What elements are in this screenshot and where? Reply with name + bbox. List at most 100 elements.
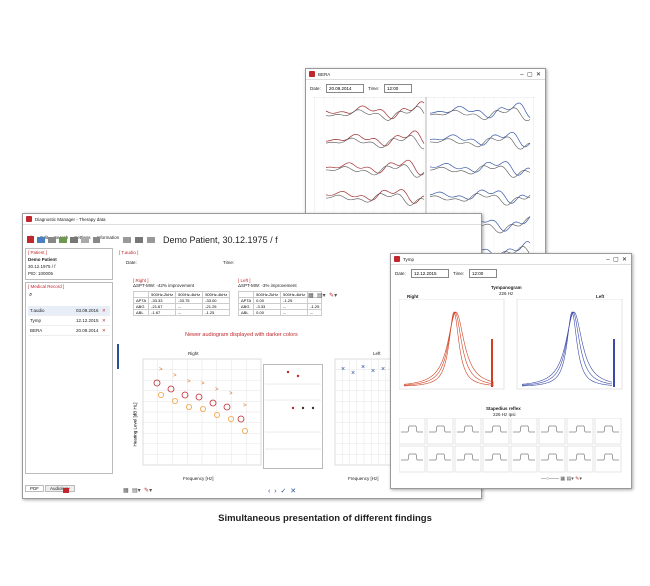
- reflex-cell: [454, 418, 482, 445]
- time-label: Time:: [453, 271, 465, 276]
- waveform: [429, 161, 531, 176]
- marker: >: [201, 381, 205, 387]
- date-field[interactable]: 12.12.2015: [411, 269, 449, 278]
- nav-buttons[interactable]: ‹ › ✓ ✕: [268, 488, 297, 495]
- waveform: [429, 189, 531, 204]
- reflex-trace: [457, 453, 479, 461]
- record-row[interactable]: Tymp 12.12.2015 ✕: [28, 316, 110, 326]
- volume-bar: [491, 339, 493, 387]
- record-type: T.audio: [30, 308, 45, 313]
- window-title: Tymp: [403, 257, 415, 262]
- reflex-trace: [541, 453, 563, 461]
- panel-heading: [ Medical Record ]: [28, 284, 65, 289]
- date-label: Date:: [395, 271, 406, 276]
- record-date: 20.09.2014: [76, 328, 99, 333]
- record-row[interactable]: T.audio 03.09.2016 ✕: [28, 306, 110, 316]
- marker: [209, 399, 217, 407]
- toolbar-icons[interactable]: [27, 235, 157, 245]
- waveform: [325, 101, 425, 120]
- record-date: 03.09.2016: [76, 308, 99, 313]
- tab[interactable]: Audiology: [45, 485, 75, 492]
- reflex-trace: [569, 453, 591, 461]
- reflex-cell: [566, 418, 594, 445]
- marker: [181, 391, 189, 399]
- side-label: Left: [596, 294, 605, 299]
- window-controls[interactable]: – ▢ ✕: [520, 72, 541, 78]
- tympanogram-plot: [399, 299, 623, 390]
- reflex-trace: [401, 425, 423, 433]
- exam-heading: [ T.audio ]: [119, 250, 139, 255]
- app-icon: [394, 256, 400, 262]
- x-axis-label: Frequency [Hz]: [183, 476, 214, 481]
- reflex-trace: [429, 453, 451, 461]
- reflex-cell: [538, 418, 566, 445]
- waveform: [325, 135, 425, 150]
- zoom-slider[interactable]: —○—— ▦ ▤▾ ✎▾: [541, 476, 582, 482]
- reflex-cell: [510, 445, 538, 473]
- menu-item[interactable]: Information: [96, 235, 120, 240]
- waveform: [325, 189, 425, 204]
- x-axis-label: Frequency [Hz]: [348, 476, 379, 481]
- marker: [186, 404, 193, 411]
- cell: 0.00: [253, 309, 282, 316]
- reflex-trace: [429, 425, 451, 433]
- marker: [195, 393, 203, 401]
- record-list: T.audio 03.09.2016 ✕ Tymp 12.12.2015 ✕ BERA 20.…: [28, 306, 110, 336]
- color-note: Newer audiogram displayed with darker co…: [185, 332, 298, 338]
- reflex-trace: [457, 425, 479, 433]
- reflex-trace: [513, 425, 535, 433]
- patient-panel: [ Patient ] Demo Patient 30.12.1975 / f …: [25, 248, 113, 280]
- marker: ×: [371, 368, 375, 375]
- side-heading: [ Left ]: [238, 278, 251, 283]
- reflex-trace: [597, 453, 619, 461]
- marker: >: [173, 373, 177, 379]
- plot-frame: [516, 299, 623, 390]
- result-table: 500Hz-2kHz 500Hz-4kHz ΔPTA 0.00 -1.25 ΔBG -3.3…: [237, 291, 323, 316]
- date-label: Date:: [310, 86, 321, 91]
- time-field[interactable]: 12:00: [384, 84, 412, 93]
- cell: --: [175, 309, 204, 316]
- cell: --: [307, 309, 323, 316]
- waveform: [429, 131, 531, 148]
- window-controls[interactable]: – ▢ ✕: [606, 257, 627, 263]
- marker: [167, 385, 175, 393]
- app-icon: [26, 216, 32, 222]
- marker: [157, 392, 164, 399]
- reflex-plot: [399, 418, 622, 473]
- reflex-cell: [482, 418, 510, 445]
- marker: [237, 415, 245, 423]
- reflex-mode: 226 Hz Ipsi: [493, 412, 516, 417]
- legend-box: [263, 364, 323, 469]
- patient-name: Demo Patient: [28, 257, 57, 262]
- cell: ΔBL: [237, 309, 255, 316]
- date-label: Date:: [126, 260, 137, 265]
- reflex-cell: [538, 445, 566, 473]
- search-icon[interactable]: ⌕: [29, 292, 33, 298]
- reflex-trace: [485, 453, 507, 461]
- marker: >: [159, 367, 163, 373]
- reflex-cell: [399, 418, 426, 445]
- result-table: 500Hz-2kHz 500Hz-4kHz 500Hz-4kHz ΔPTA -33.33…: [132, 291, 231, 316]
- waveform: [429, 165, 531, 178]
- time-field[interactable]: 12:00: [469, 269, 497, 278]
- splitter[interactable]: [117, 344, 119, 369]
- row: ΔBL 0.00 -- --: [237, 309, 323, 316]
- date-field[interactable]: 20.09.2014: [326, 84, 364, 93]
- reflex-trace: [597, 425, 619, 433]
- record-type: Tymp: [30, 318, 42, 323]
- reflex-trace: [513, 453, 535, 461]
- chart-tools[interactable]: ▦ ▤▾ ✎▾: [308, 293, 338, 299]
- tymp-curve: [403, 311, 495, 385]
- tab[interactable]: PDF: [25, 485, 44, 492]
- column-header: 500Hz-4kHz: [175, 291, 204, 298]
- app-icon: [309, 71, 315, 77]
- waveform: [325, 193, 425, 206]
- reflex-cell: [426, 418, 454, 445]
- record-row[interactable]: BERA 20.09.2014 ✕: [28, 326, 110, 336]
- marker: >: [243, 403, 247, 409]
- reflex-trace: [569, 425, 591, 433]
- exam-tools[interactable]: ▦ ▤▾ ✎▾: [123, 488, 153, 494]
- time-label: Time:: [368, 86, 380, 91]
- record-flag: ✕: [102, 328, 106, 333]
